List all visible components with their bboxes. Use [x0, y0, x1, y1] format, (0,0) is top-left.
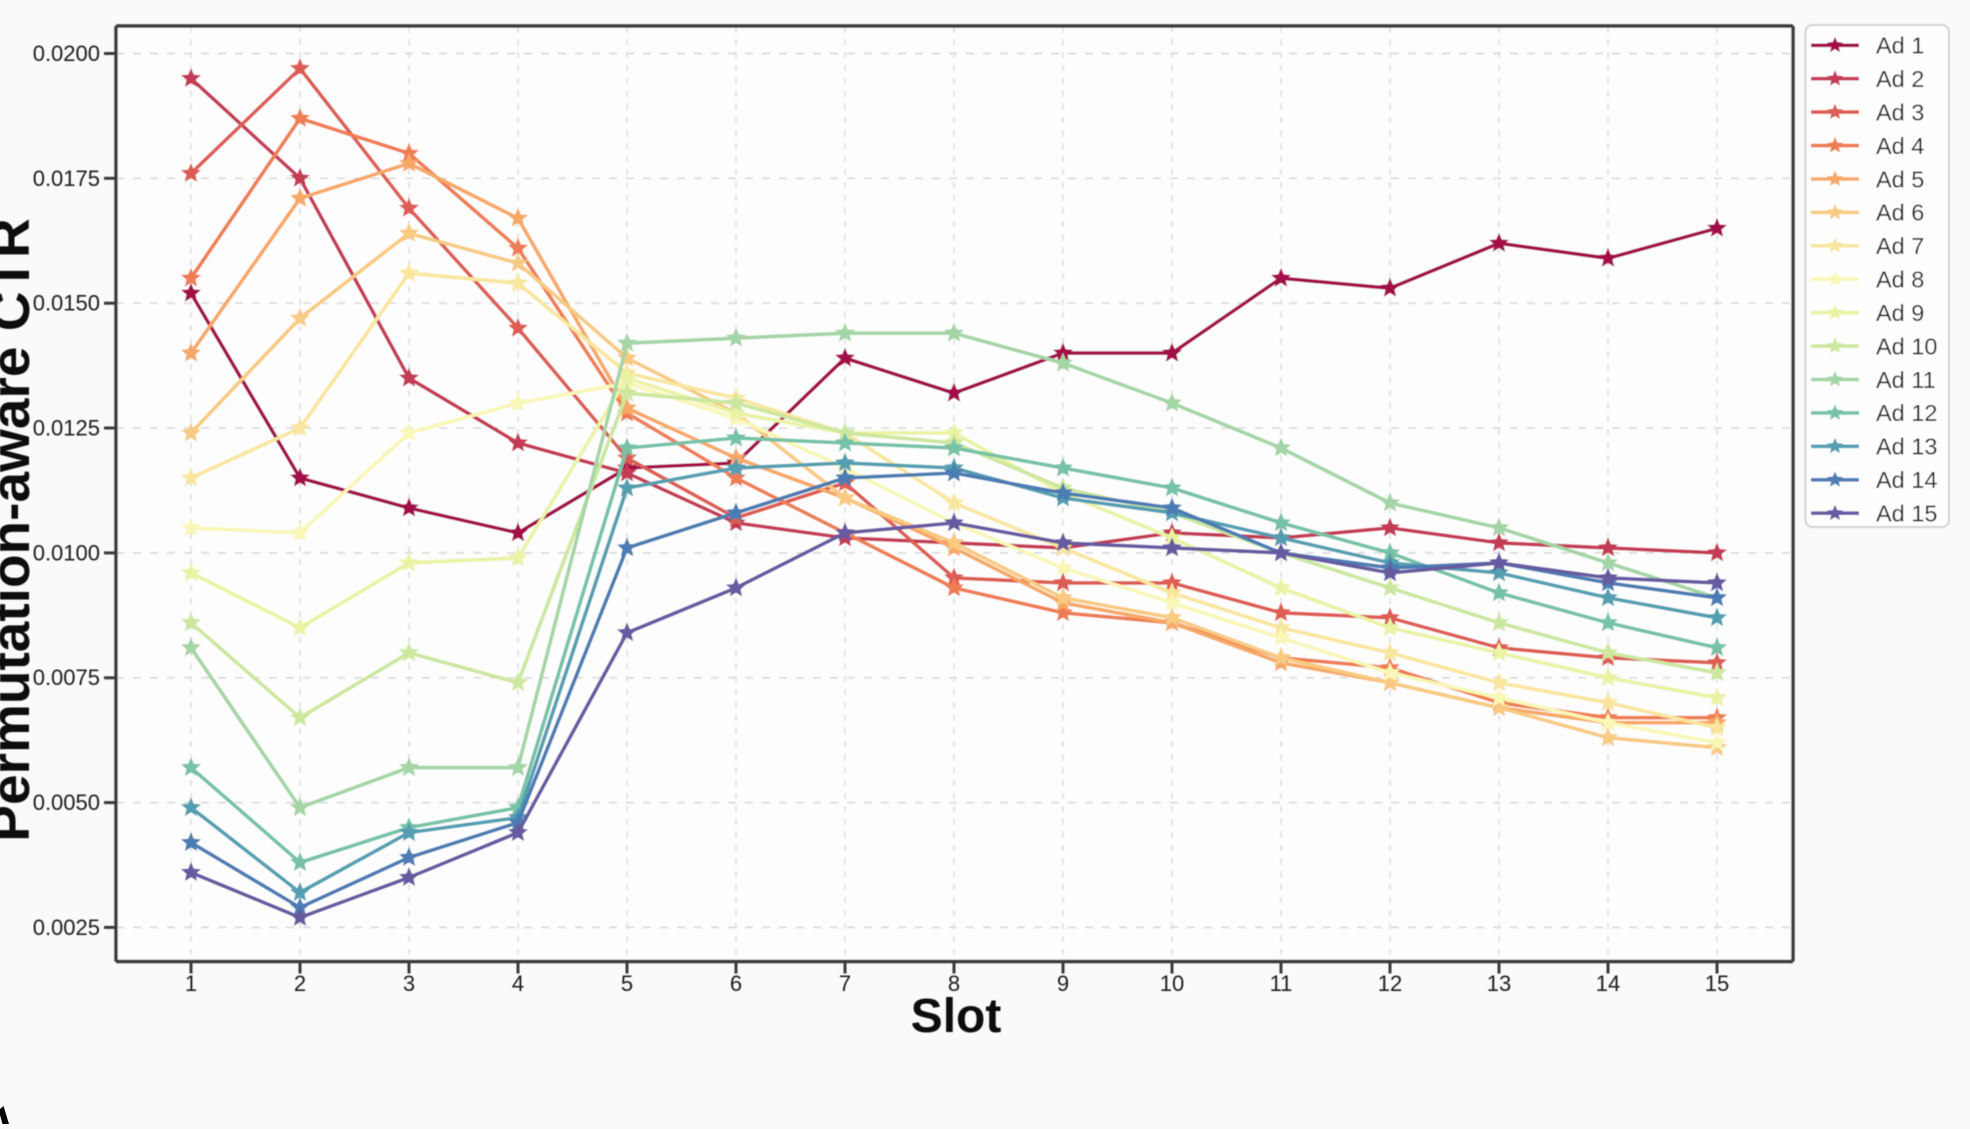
svg-text:Ad 15: Ad 15 [1876, 501, 1937, 527]
svg-text:Ad 12: Ad 12 [1876, 400, 1937, 426]
svg-text:7: 7 [839, 971, 851, 996]
svg-text:Permutation-aware CTR: Permutation-aware CTR [0, 218, 41, 841]
svg-text:Ad 9: Ad 9 [1876, 300, 1924, 326]
svg-text:Ad 13: Ad 13 [1876, 434, 1937, 460]
svg-text:0.0025: 0.0025 [33, 915, 100, 940]
svg-text:0.0150: 0.0150 [33, 291, 100, 316]
svg-text:9: 9 [1057, 971, 1069, 996]
svg-text:0.0200: 0.0200 [33, 41, 100, 66]
svg-text:Ad 14: Ad 14 [1876, 467, 1937, 493]
svg-text:1: 1 [185, 971, 197, 996]
svg-text:15: 15 [1705, 971, 1729, 996]
svg-text:Ad 4: Ad 4 [1876, 133, 1924, 159]
svg-text:0.0125: 0.0125 [33, 416, 100, 441]
svg-text:Ad 11: Ad 11 [1876, 367, 1936, 393]
svg-text:Slot: Slot [911, 990, 1002, 1043]
svg-text:3: 3 [403, 971, 415, 996]
svg-text:0.0175: 0.0175 [33, 166, 100, 191]
svg-text:Ad 1: Ad 1 [1876, 33, 1924, 59]
svg-text:Ad 7: Ad 7 [1876, 233, 1924, 259]
svg-text:Ad 2: Ad 2 [1876, 66, 1924, 92]
svg-text:5: 5 [621, 971, 633, 996]
svg-text:12: 12 [1378, 971, 1402, 996]
svg-text:13: 13 [1487, 971, 1511, 996]
svg-text:Ad 6: Ad 6 [1876, 200, 1924, 226]
svg-text:8: 8 [948, 971, 960, 996]
svg-text:10: 10 [1160, 971, 1184, 996]
svg-text:0.0075: 0.0075 [33, 665, 100, 690]
svg-text:Ad 10: Ad 10 [1876, 333, 1937, 359]
svg-text:6: 6 [730, 971, 742, 996]
svg-text:2: 2 [294, 971, 306, 996]
svg-text:11: 11 [1270, 971, 1293, 996]
svg-text:14: 14 [1596, 971, 1620, 996]
svg-text:0.0100: 0.0100 [33, 540, 100, 565]
svg-text:4: 4 [512, 971, 524, 996]
svg-text:Ad 3: Ad 3 [1876, 99, 1924, 125]
svg-text:Ad 5: Ad 5 [1876, 166, 1924, 192]
svg-text:0.0050: 0.0050 [33, 790, 100, 815]
svg-text:Ad 8: Ad 8 [1876, 267, 1924, 293]
